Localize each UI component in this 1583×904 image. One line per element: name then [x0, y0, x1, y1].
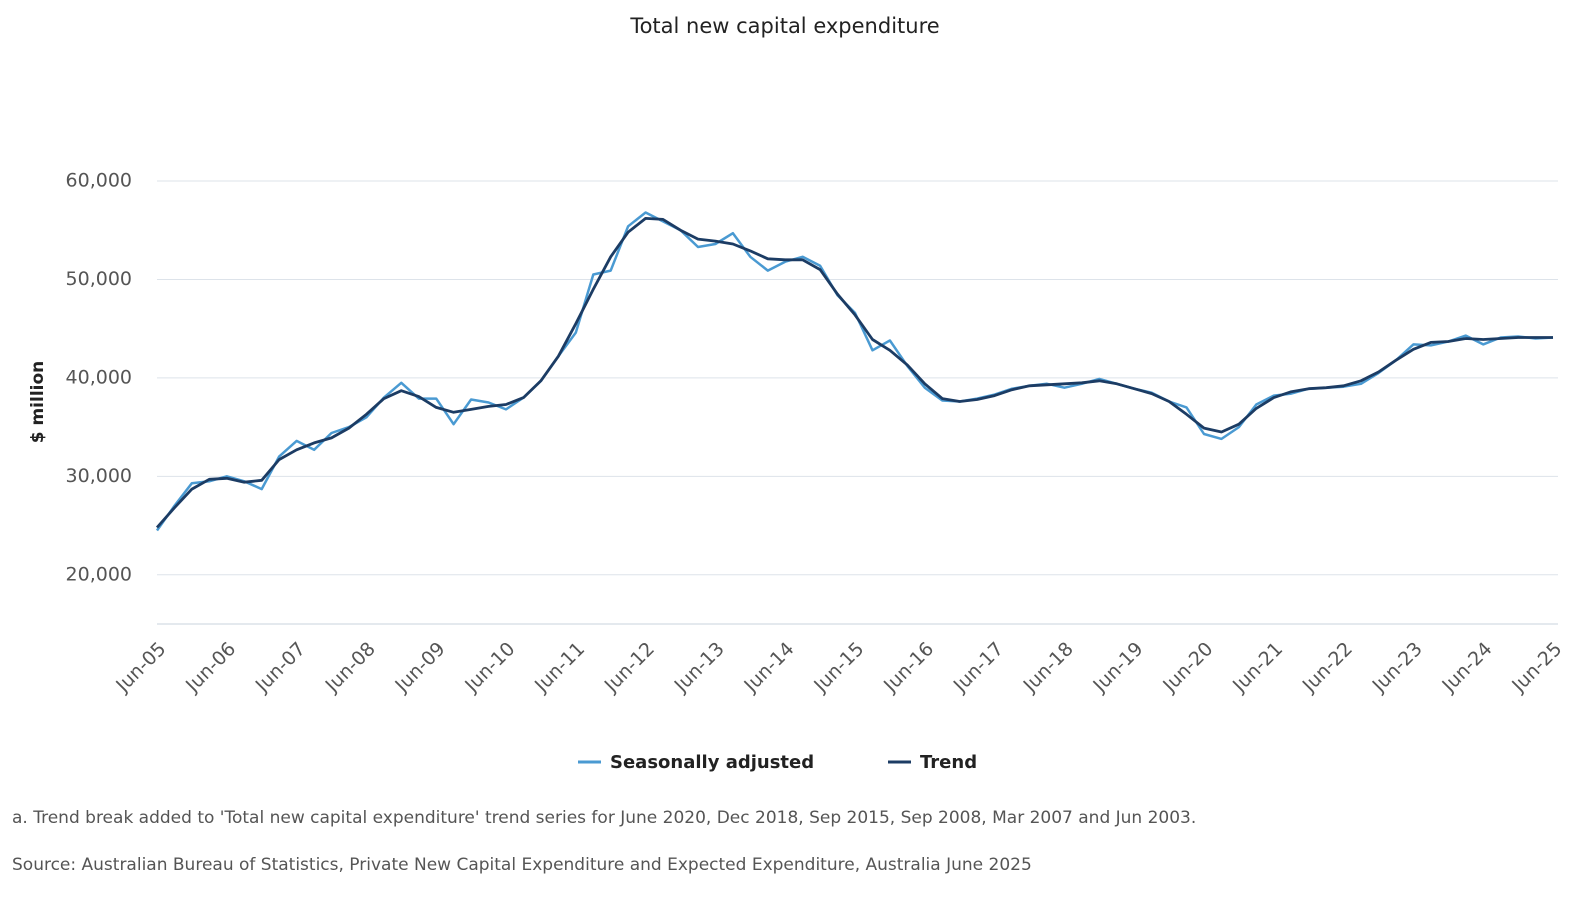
x-tick-label: Jun-24	[1437, 638, 1496, 697]
x-tick-label: Jun-18	[1019, 638, 1078, 697]
x-tick-label: Jun-14	[739, 638, 798, 697]
note: a. Trend break added to 'Total new capit…	[12, 808, 1196, 828]
x-tick-label: Jun-13	[670, 638, 729, 697]
x-tick-label: Jun-11	[530, 638, 589, 697]
series-line	[155, 211, 1554, 532]
legend-label: Seasonally adjusted	[610, 752, 814, 773]
x-tick-label: Jun-17	[949, 638, 1008, 697]
x-tick-label: Jun-15	[809, 638, 868, 697]
x-tick-label: Jun-23	[1368, 638, 1427, 697]
y-tick-label: 20,000	[66, 563, 132, 585]
chart-title: Total new capital expenditure	[629, 14, 939, 38]
y-tick-label: 60,000	[66, 170, 132, 192]
y-tick-label: 50,000	[66, 268, 132, 290]
x-tick-label: Jun-21	[1228, 638, 1287, 697]
legend-label: Trend	[920, 752, 977, 773]
x-tick-label: Jun-05	[111, 638, 170, 697]
x-tick-label: Jun-19	[1088, 638, 1147, 697]
y-tick-label: 30,000	[66, 465, 132, 487]
x-tick-label: Jun-06	[181, 638, 240, 697]
x-tick-label: Jun-16	[879, 638, 938, 697]
x-tick-label: Jun-25	[1507, 638, 1566, 697]
x-tick-label: Jun-10	[460, 638, 519, 697]
y-tick-label: 40,000	[66, 366, 132, 388]
y-axis-label: $ million	[28, 361, 48, 444]
x-tick-label: Jun-12	[600, 638, 659, 697]
x-tick-label: Jun-07	[251, 638, 310, 697]
x-tick-label: Jun-22	[1298, 638, 1357, 697]
series-line	[155, 216, 1553, 529]
x-tick-label: Jun-09	[390, 638, 449, 697]
source: Source: Australian Bureau of Statistics,…	[12, 855, 1032, 875]
x-tick-label: Jun-08	[321, 638, 380, 697]
x-tick-label: Jun-20	[1158, 638, 1217, 697]
